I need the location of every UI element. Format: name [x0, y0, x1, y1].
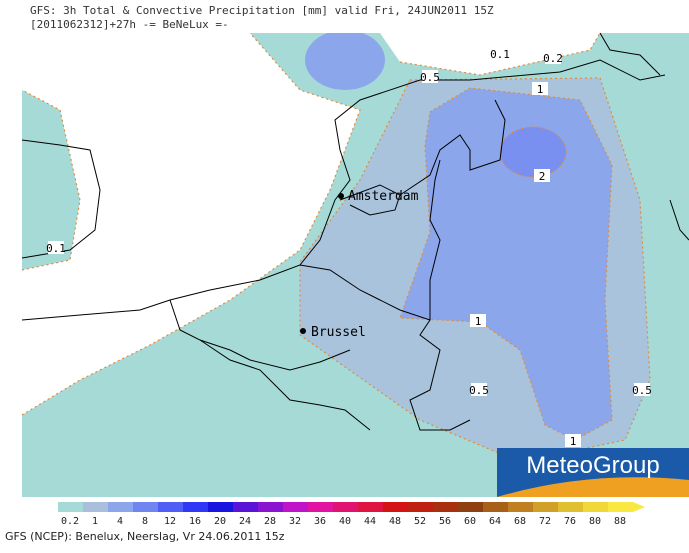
legend-swatch	[358, 502, 383, 512]
contour-label-bg	[492, 47, 508, 60]
contour-label: 0.1	[490, 48, 510, 61]
city-label: Amsterdam	[348, 189, 419, 204]
legend-swatch	[383, 502, 408, 512]
legend-label: 28	[264, 516, 276, 527]
legend-swatch	[108, 502, 133, 512]
contour-label-bg	[545, 51, 561, 64]
legend-label: 32	[289, 516, 301, 527]
map-subtitle: [2011062312]+27h -= BeNeLux =-	[30, 18, 229, 31]
contour-label: 1	[475, 315, 482, 328]
legend-swatch	[258, 502, 283, 512]
high-precip-area	[305, 30, 385, 90]
legend-swatch	[408, 502, 433, 512]
legend-swatch	[233, 502, 258, 512]
legend-label: 12	[164, 516, 176, 527]
city-label: Brussel	[311, 325, 366, 340]
legend-label: 52	[414, 516, 426, 527]
logo-text: MeteoGroup	[526, 452, 659, 479]
legend-swatch	[133, 502, 158, 512]
contour-label: 0.5	[420, 71, 440, 84]
contour-label-bg	[48, 241, 64, 254]
legend-swatch	[508, 502, 533, 512]
contour-label: 0.1	[46, 242, 66, 255]
legend-label: 60	[464, 516, 476, 527]
contour-label: 0.5	[632, 384, 652, 397]
contour-label-bg	[422, 70, 438, 83]
legend-label: 68	[514, 516, 526, 527]
legend-swatch	[558, 502, 583, 512]
legend-label: 8	[142, 516, 148, 527]
legend-swatch	[83, 502, 108, 512]
legend-label: 1	[92, 516, 98, 527]
footer: GFS (NCEP): Benelux, Neerslag, Vr 24.06.…	[5, 530, 285, 543]
logo-arc	[497, 477, 689, 497]
legend-swatch	[583, 502, 608, 512]
legend-label: 36	[314, 516, 326, 527]
legend-label: 4	[117, 516, 123, 527]
legend-swatch	[58, 502, 83, 512]
legend-label: 0.2	[61, 516, 79, 527]
legend-label: 16	[189, 516, 201, 527]
legend-swatch	[283, 502, 308, 512]
contour-label: 0.2	[543, 52, 563, 65]
legend-label: 76	[564, 516, 576, 527]
no-precip-area	[22, 33, 360, 415]
legend-swatch	[208, 502, 233, 512]
legend-label: 20	[214, 516, 226, 527]
legend-swatch	[608, 502, 633, 512]
contour-label: 1	[537, 83, 544, 96]
legend-label: 40	[339, 516, 351, 527]
legend-swatch	[458, 502, 483, 512]
legend-label: 44	[364, 516, 376, 527]
contour-label: 2	[539, 170, 546, 183]
legend-swatch	[183, 502, 208, 512]
legend-label: 56	[439, 516, 451, 527]
legend-swatch	[333, 502, 358, 512]
map-title: GFS: 3h Total & Convective Precipitation…	[30, 4, 494, 17]
city-marker	[300, 328, 306, 334]
legend-swatch	[533, 502, 558, 512]
legend-label: 80	[589, 516, 601, 527]
borders	[21, 32, 689, 431]
high-precip-area	[400, 88, 612, 440]
no-precip-area	[380, 33, 600, 75]
legend-swatch	[158, 502, 183, 512]
contour-label-bg	[470, 314, 486, 327]
legend-swatch	[483, 502, 508, 512]
contour-label-bg	[534, 169, 550, 182]
legend-swatch	[308, 502, 333, 512]
contour-label: 1	[570, 435, 577, 448]
legend-label: 48	[389, 516, 401, 527]
contour-label: 0.5	[469, 384, 489, 397]
peak-precip-area	[500, 127, 566, 177]
legend-label: 64	[489, 516, 501, 527]
header-box	[22, 0, 594, 33]
contour-label-bg	[634, 383, 650, 396]
legend-swatch	[433, 502, 458, 512]
legend-label: 72	[539, 516, 551, 527]
legend-label: 88	[614, 516, 626, 527]
legend-arrow	[633, 502, 645, 512]
city-marker	[338, 193, 344, 199]
legend-label: 24	[239, 516, 251, 527]
contour-label-bg	[565, 434, 581, 447]
contour-label-bg	[532, 82, 548, 95]
contour-label-bg	[471, 383, 487, 396]
